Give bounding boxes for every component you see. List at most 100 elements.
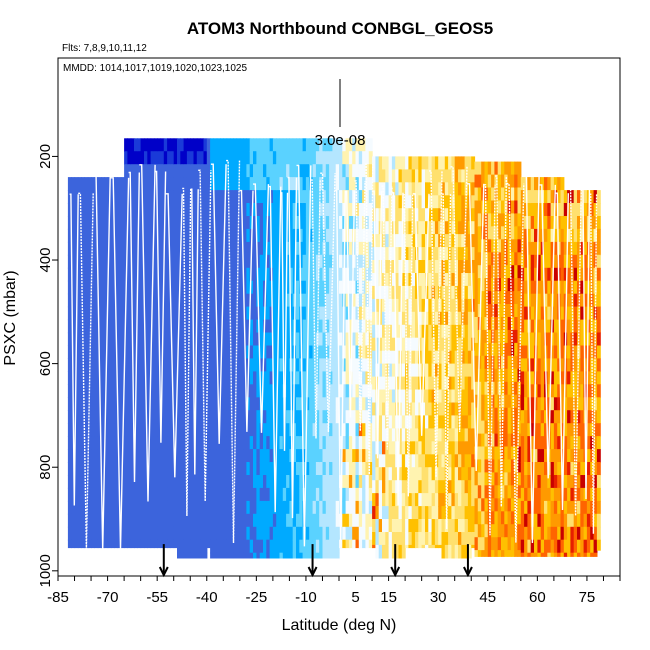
heatmap-cell	[451, 441, 456, 455]
heatmap-cell	[368, 475, 373, 489]
heatmap-cell	[438, 454, 443, 468]
heatmap-cell	[296, 475, 300, 489]
heatmap-cell	[144, 216, 148, 230]
heatmap-cell	[547, 319, 552, 334]
heatmap-cell	[107, 345, 112, 359]
heatmap-cell	[339, 462, 343, 476]
heatmap-cell	[464, 260, 469, 274]
heatmap-cell	[77, 462, 82, 476]
heatmap-cell	[104, 254, 109, 269]
heatmap-cell	[124, 513, 128, 528]
heatmap-cell	[160, 280, 165, 295]
heatmap-cell	[239, 397, 244, 411]
heatmap-cell	[150, 500, 155, 515]
heatmap-cell	[180, 449, 185, 463]
heatmap-cell	[239, 371, 244, 385]
heatmap-cell	[173, 358, 178, 372]
heatmap-cell	[269, 203, 274, 217]
heatmap-cell	[352, 449, 357, 463]
heatmap-cell	[282, 526, 287, 541]
heatmap-cell	[474, 317, 479, 331]
heatmap-cell	[355, 190, 360, 204]
heatmap-cell	[524, 203, 528, 217]
heatmap-cell	[272, 552, 277, 559]
heatmap-cell	[213, 177, 218, 191]
heatmap-cell	[77, 358, 82, 372]
heatmap-cell	[345, 410, 350, 424]
heatmap-cell	[590, 526, 595, 541]
heatmap-cell	[289, 475, 294, 489]
heatmap-cell	[157, 267, 162, 282]
heatmap-cell	[167, 306, 171, 321]
heatmap-cell	[269, 358, 274, 372]
heatmap-cell	[71, 475, 76, 489]
heatmap-cell	[464, 376, 469, 391]
heatmap-cell	[375, 454, 380, 468]
heatmap-cell	[173, 539, 178, 549]
heatmap-cell	[342, 449, 347, 463]
heatmap-cell	[425, 467, 429, 481]
heatmap-cell	[395, 156, 400, 170]
heatmap-cell	[101, 345, 105, 359]
heatmap-cell	[312, 138, 317, 152]
heatmap-cell	[315, 241, 320, 256]
heatmap-cell	[110, 423, 115, 437]
heatmap-cell	[586, 358, 591, 372]
heatmap-cell	[239, 332, 244, 346]
heatmap-cell	[266, 552, 271, 559]
heatmap-cell	[206, 138, 211, 152]
heatmap-cell	[81, 487, 85, 502]
heatmap-cell	[355, 358, 360, 372]
heatmap-cell	[461, 402, 466, 416]
heatmap-cell	[312, 397, 317, 411]
heatmap-cell	[315, 487, 320, 502]
heatmap-cell	[309, 436, 314, 450]
heatmap-cell	[401, 454, 406, 468]
heatmap-cell	[520, 526, 525, 541]
heatmap-cell	[586, 552, 591, 557]
heatmap-cell	[504, 161, 509, 176]
heatmap-cell	[206, 203, 211, 217]
heatmap-cell	[87, 423, 92, 437]
heatmap-cell	[203, 358, 208, 372]
heatmap-cell	[110, 397, 115, 411]
heatmap-cell	[563, 449, 568, 463]
heatmap-cell	[501, 304, 505, 318]
heatmap-cell	[226, 449, 231, 463]
heatmap-cell	[239, 436, 244, 450]
heatmap-cell	[77, 254, 82, 269]
heatmap-cell	[259, 539, 264, 554]
heatmap-cell	[305, 449, 310, 463]
heatmap-cell	[216, 293, 221, 308]
heatmap-cell	[150, 358, 155, 372]
heatmap-cell	[398, 156, 403, 170]
heatmap-cell	[302, 293, 307, 308]
heatmap-cell	[586, 436, 591, 450]
heatmap-cell	[550, 513, 555, 528]
heatmap-cell	[279, 345, 284, 359]
heatmap-cell	[266, 410, 271, 424]
heatmap-cell	[497, 537, 502, 551]
heatmap-cell	[362, 487, 366, 502]
heatmap-cell	[200, 423, 205, 437]
heatmap-cell	[180, 254, 185, 269]
heatmap-cell	[259, 228, 264, 243]
heatmap-cell	[352, 151, 357, 165]
heatmap-cell	[577, 267, 581, 282]
heatmap-cell	[441, 493, 446, 507]
heatmap-cell	[236, 138, 241, 152]
heatmap-cell	[570, 475, 575, 489]
heatmap-cell	[94, 280, 99, 295]
heatmap-cell	[302, 228, 307, 243]
heatmap-cell	[203, 293, 208, 308]
heatmap-cell	[246, 164, 251, 178]
heatmap-cell	[170, 203, 175, 217]
heatmap-cell	[507, 459, 512, 473]
heatmap-cell	[385, 337, 390, 352]
heatmap-cell	[567, 306, 571, 321]
heatmap-cell	[193, 332, 198, 346]
heatmap-cell	[319, 539, 324, 554]
heatmap-cell	[233, 203, 238, 217]
heatmap-cell	[233, 345, 238, 359]
heatmap-cell	[296, 345, 300, 359]
